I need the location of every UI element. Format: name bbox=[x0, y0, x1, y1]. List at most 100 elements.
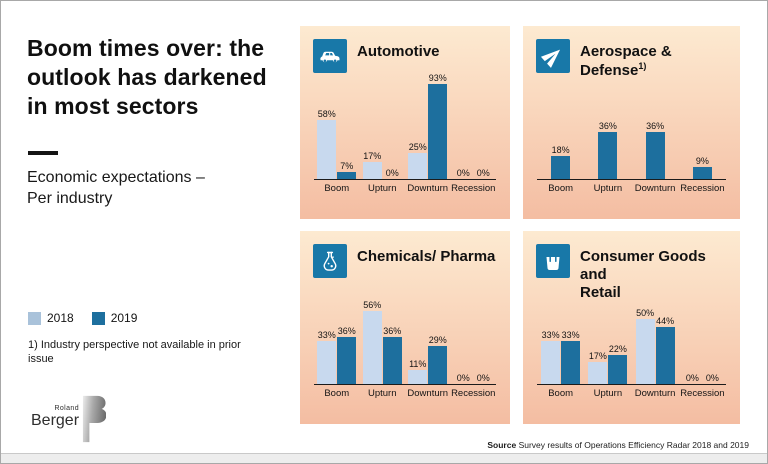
industry-panel-consumer-goods-and-retail: Consumer Goods and Retail 33% 33% 17% 22% 50%… bbox=[523, 231, 740, 424]
source-line: Source Survey results of Operations Effi… bbox=[487, 440, 749, 450]
bar-group-downturn: 25% 93% bbox=[405, 73, 451, 179]
bar-2019-recession: 9% bbox=[692, 156, 712, 179]
bar-2018-upturn: 17% bbox=[588, 351, 608, 384]
value-label: 44% bbox=[656, 316, 675, 326]
plane-icon bbox=[536, 39, 570, 73]
legend-swatch-2018 bbox=[28, 311, 41, 325]
subtitle: Economic expectations – Per industry bbox=[27, 169, 205, 207]
value-label: 33% bbox=[561, 330, 580, 340]
source-text: Survey results of Operations Efficiency … bbox=[516, 440, 749, 450]
bar-group-downturn: 11% 29% bbox=[405, 335, 451, 384]
value-label: 29% bbox=[428, 335, 447, 345]
bar-rect bbox=[598, 132, 618, 179]
category-label-upturn: Upturn bbox=[593, 388, 623, 399]
legend-item-2019: 2019 bbox=[91, 311, 137, 325]
bar-rect bbox=[317, 120, 337, 179]
bar-group-boom: 58% 7% bbox=[314, 109, 360, 179]
bar-group-recession: 0% 0% bbox=[451, 168, 497, 179]
value-label: 33% bbox=[317, 330, 336, 340]
value-label: 36% bbox=[383, 326, 402, 336]
bar-chart-aerospace-defense: 18% 36% 36% 9% Boom Upturn Downturn Recession bbox=[537, 63, 726, 194]
value-label: 36% bbox=[646, 121, 665, 131]
bar-rect bbox=[337, 337, 357, 384]
logo-wordmark: Roland Berger bbox=[31, 405, 79, 430]
bar-2018-boom: 33% bbox=[541, 330, 561, 384]
value-label: 22% bbox=[608, 344, 627, 354]
panel-title-consumer-goods-and-retail: Consumer Goods and Retail bbox=[580, 248, 706, 301]
bar-rect bbox=[655, 327, 675, 384]
bar-rect bbox=[382, 337, 402, 384]
bar-group-upturn: 17% 22% bbox=[584, 344, 631, 384]
category-label-recession: Recession bbox=[451, 183, 496, 194]
bar-rect bbox=[337, 172, 357, 179]
category-label-boom: Boom bbox=[324, 183, 350, 194]
bar-rect bbox=[428, 84, 448, 179]
bar-rect bbox=[408, 370, 428, 384]
value-label: 0% bbox=[476, 168, 490, 178]
value-label: 33% bbox=[541, 330, 560, 340]
bar-group-upturn: 56% 36% bbox=[360, 300, 406, 384]
bar-rect bbox=[608, 355, 628, 384]
roland-berger-b-icon bbox=[82, 395, 107, 448]
value-label: 11% bbox=[409, 359, 427, 369]
industry-panel-automotive: Automotive 58% 7% 17% 0% 25% 93% 0% 0% Boom Upturn… bbox=[300, 26, 510, 219]
bar-2019-boom: 36% bbox=[337, 326, 357, 384]
value-label: 0% bbox=[385, 168, 399, 178]
bar-chart-automotive: 58% 7% 17% 0% 25% 93% 0% 0% Boom Upturn Downturn Re… bbox=[314, 63, 496, 194]
bar-rect bbox=[588, 362, 608, 384]
value-label: 0% bbox=[685, 373, 699, 383]
category-label-upturn: Upturn bbox=[367, 388, 397, 399]
category-label-boom: Boom bbox=[324, 388, 350, 399]
bar-2019-upturn: 0% bbox=[383, 168, 402, 179]
bar-2019-upturn: 36% bbox=[382, 326, 402, 384]
value-label: 36% bbox=[337, 326, 356, 336]
bar-2018-boom: 58% bbox=[317, 109, 337, 179]
industry-panel-aerospace-defense: Aerospace & Defense1) 18% 36% 36% 9% Boom Uptu… bbox=[523, 26, 740, 219]
category-axis: Boom Upturn Downturn Recession bbox=[314, 385, 496, 399]
bar-rect bbox=[645, 132, 665, 179]
bar-group-recession: 0% 0% bbox=[679, 373, 726, 384]
bar-2018-upturn: 17% bbox=[362, 151, 382, 179]
panel-title-automotive: Automotive bbox=[357, 43, 440, 60]
bar-group-recession: 9% bbox=[679, 156, 726, 179]
bar-2019-recession: 0% bbox=[474, 373, 493, 384]
bar-rect bbox=[541, 341, 561, 384]
bar-2018-downturn: 11% bbox=[408, 359, 428, 384]
category-label-upturn: Upturn bbox=[593, 183, 623, 194]
footnote: 1) Industry perspective not available in… bbox=[28, 339, 241, 365]
page-title: Boom times over: the outlook has darkene… bbox=[27, 35, 267, 120]
logo-berger-text: Berger bbox=[31, 412, 80, 430]
category-label-recession: Recession bbox=[680, 388, 725, 399]
category-label-downturn: Downturn bbox=[634, 388, 676, 399]
bar-group-upturn: 17% 0% bbox=[360, 151, 406, 179]
bar-rect bbox=[692, 167, 712, 179]
bar-group-downturn: 50% 44% bbox=[632, 308, 679, 384]
bar-2018-downturn: 50% bbox=[635, 308, 655, 384]
value-label: 0% bbox=[476, 373, 490, 383]
bar-chart-chemicals-pharma: 33% 36% 56% 36% 11% 29% 0% 0% Boom Upturn Downturn… bbox=[314, 268, 496, 399]
bar-2019-boom: 33% bbox=[561, 330, 581, 384]
value-label: 7% bbox=[340, 161, 354, 171]
category-label-downturn: Downturn bbox=[634, 183, 676, 194]
category-axis: Boom Upturn Downturn Recession bbox=[537, 180, 726, 194]
bar-2019-upturn: 22% bbox=[608, 344, 628, 384]
legend: 2018 2019 bbox=[28, 311, 137, 325]
bar-rect bbox=[317, 341, 337, 384]
window-bottom-strip bbox=[1, 453, 767, 463]
category-label-recession: Recession bbox=[451, 388, 496, 399]
bar-2018-recession: 0% bbox=[454, 168, 473, 179]
panel-title-chemicals-pharma: Chemicals/ Pharma bbox=[357, 248, 496, 265]
category-label-boom: Boom bbox=[548, 388, 574, 399]
value-label: 0% bbox=[705, 373, 719, 383]
category-label-upturn: Upturn bbox=[367, 183, 397, 194]
bar-2019-downturn: 93% bbox=[428, 73, 448, 179]
value-label: 25% bbox=[408, 142, 427, 152]
value-label: 93% bbox=[428, 73, 447, 83]
bar-rect bbox=[408, 153, 428, 179]
category-label-recession: Recession bbox=[680, 183, 725, 194]
bar-rect bbox=[362, 311, 382, 384]
bar-2018-recession: 0% bbox=[683, 373, 702, 384]
legend-item-2018: 2018 bbox=[28, 311, 74, 325]
bar-2018-downturn: 25% bbox=[408, 142, 428, 179]
